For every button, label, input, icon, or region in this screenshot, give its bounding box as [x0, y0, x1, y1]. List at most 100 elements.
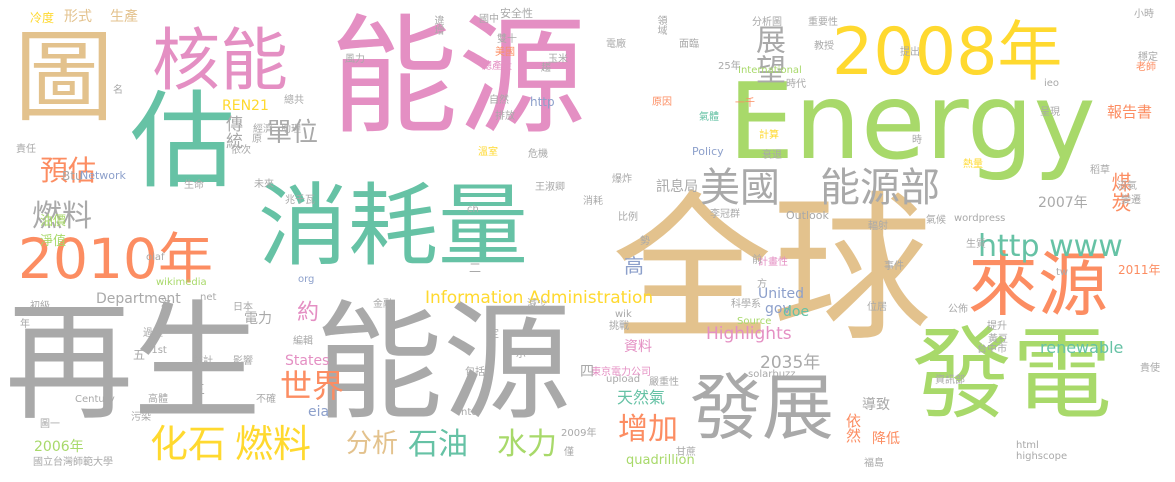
word-term-173: 次 — [161, 299, 171, 310]
word-term-14: 美國 — [700, 165, 780, 211]
word-net-125: net — [200, 292, 217, 303]
word-term-20: 石油 — [408, 427, 468, 462]
word-2010-10: 2010年 — [18, 227, 213, 291]
word-html-158: html — [1016, 440, 1039, 451]
word-term-162: 四 — [580, 364, 594, 380]
word-term-52: 依然 — [844, 413, 862, 443]
word-term-114: 氣候 — [926, 215, 946, 226]
word-term-6: 發電 — [912, 316, 1112, 433]
word-term-70: 領域 — [655, 15, 666, 35]
word-term-17: 展望 — [750, 24, 785, 84]
word-term-137: 提升 — [987, 321, 1007, 332]
word-states-44: States — [285, 353, 330, 369]
word-term-38: 生產 — [110, 9, 138, 25]
word-term-29: 高 — [624, 254, 644, 278]
word-united-43: United — [758, 286, 804, 302]
word-term-8: 圖 — [14, 19, 114, 136]
word-http-www-16: http www — [978, 229, 1123, 264]
word-ren21-41: REN21 — [222, 98, 269, 114]
word-term-24: 增加 — [618, 412, 678, 447]
word-term-124: 初級 — [30, 301, 50, 312]
word-term-15: 能源部 — [820, 165, 940, 211]
word-term-126: 日本 — [233, 302, 253, 313]
word-term-32: 報告書 — [1107, 103, 1153, 121]
word-ch-119: ch — [467, 204, 479, 215]
word-term-27: 燃料 — [32, 199, 92, 234]
word-term-83: 老師 — [1136, 62, 1156, 73]
word-2008-9: 2008年 — [832, 15, 1063, 90]
word-term-2: 能源 — [315, 289, 572, 438]
word-term-96: 危機 — [528, 149, 548, 160]
word-term-98: 溫室 — [478, 147, 498, 158]
word-term-75: 風力 — [345, 54, 365, 65]
word-term-112: 李冠群 — [710, 209, 740, 220]
word-century-149: Century — [75, 394, 115, 405]
word-eia-47: eia — [308, 404, 330, 420]
word-term-176: 趨 — [541, 63, 551, 74]
word-term-78: 總產量 — [482, 61, 512, 72]
word-term-164: 三 — [192, 383, 206, 398]
word-highlights-34: Highlights — [706, 324, 792, 344]
word-term-156: 國立台灣師範大學 — [33, 457, 113, 468]
word-2035-35: 2035年 — [760, 353, 821, 373]
word-ieo-87: ieo — [1044, 78, 1060, 89]
word-term-86: 呈現 — [1040, 107, 1060, 118]
word-term-23: 世界 — [280, 367, 345, 405]
word-2007-55: 2007年 — [1038, 195, 1088, 211]
word-term-123: 計畫性 — [758, 257, 788, 268]
word-wik-135: wik — [615, 309, 632, 320]
word-term-18: 化石 — [150, 422, 227, 466]
word-term-177: 爆炸 — [612, 174, 632, 185]
word-term-12: 來源 — [968, 244, 1108, 326]
word-term-127: 金融 — [373, 299, 393, 310]
word-term-28: 傳統 — [222, 115, 242, 149]
word-term-31: 煤炭 — [1108, 172, 1132, 212]
word-term-81: 教授 — [814, 41, 834, 52]
word-term-72: 重要性 — [808, 17, 838, 28]
word-renewable-33: renewable — [1040, 338, 1124, 357]
word-term-13: 發展 — [690, 366, 835, 450]
word-term-138: 黃豆 — [988, 334, 1008, 345]
word-tw-120: tw — [1056, 267, 1069, 278]
word-2009-153: 2009年 — [561, 428, 597, 439]
word-term-163: 五 — [133, 348, 146, 362]
word-term-160: 福島 — [864, 458, 884, 469]
word-term-106: 生命 — [184, 180, 204, 191]
word-term-61: 淨值 — [40, 234, 67, 249]
word-wordpress-115: wordpress — [954, 213, 1006, 224]
word-term-92: 一千 — [735, 98, 755, 109]
word-term-3: 再生 — [5, 289, 262, 438]
word-term-7: 估 — [130, 81, 236, 203]
word-term-170: 時 — [912, 135, 922, 146]
word-quadrillion-57: quadrillion — [626, 453, 695, 468]
word-term-67: 國中 — [479, 14, 499, 25]
word-term-168: 名 — [113, 85, 123, 96]
word-term-130: 位居 — [867, 302, 887, 313]
word-term-100: 熱量 — [963, 159, 983, 170]
word-term-167: 原 — [252, 134, 262, 145]
word-term-139: 台中市 — [977, 344, 1007, 355]
word-term-103: 變遷 — [1121, 195, 1141, 206]
word-outlook-64: Outlook — [786, 209, 829, 222]
word-term-40: 冷度 — [30, 11, 55, 25]
word-term-36: 天然氣 — [617, 388, 666, 407]
word-term-133: 編輯 — [293, 336, 313, 347]
word-term-134: 挑戰 — [609, 321, 629, 332]
word-term-5: 消耗量 — [258, 174, 528, 279]
word-term-154: 污染 — [131, 412, 151, 423]
word-term-104: 責任 — [16, 144, 36, 155]
word-term-88: 總共 — [284, 95, 304, 106]
word-21st-140: 21st — [145, 345, 167, 356]
word-term-68: 違增 — [432, 15, 443, 35]
word-doe-46: doe — [783, 304, 810, 320]
word-term-85: 時代 — [786, 79, 806, 90]
word-term-166: 年 — [20, 319, 30, 330]
word-term-107: 兆千瓦 — [285, 195, 315, 206]
word-oiaf-116: oiaf — [146, 252, 165, 263]
word-solarbuzz-145: solarbuzz — [748, 369, 796, 380]
word-term-66: 安全性 — [500, 7, 533, 20]
word-term-91: 氣體 — [699, 112, 719, 123]
word-term-76: 雙十 — [497, 34, 517, 45]
word-term-151: 不確 — [256, 394, 276, 405]
word-term-51: 導致 — [862, 397, 890, 413]
